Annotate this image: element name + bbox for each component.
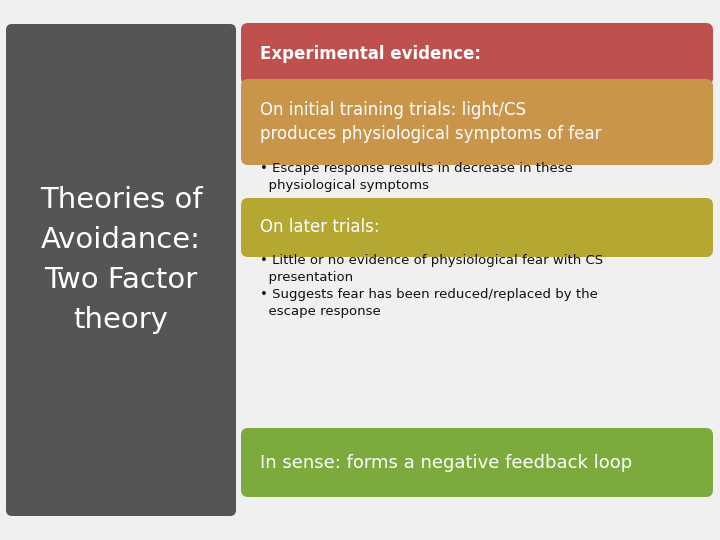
Text: • Escape response results in decrease in these
  physiological symptoms: • Escape response results in decrease in… xyxy=(260,162,573,192)
FancyBboxPatch shape xyxy=(241,428,713,497)
Text: On initial training trials: light/CS
produces physiological symptoms of fear: On initial training trials: light/CS pro… xyxy=(260,101,601,143)
Text: Theories of
Avoidance:
Two Factor
theory: Theories of Avoidance: Two Factor theory xyxy=(40,186,202,334)
Text: Experimental evidence:: Experimental evidence: xyxy=(260,45,481,63)
FancyBboxPatch shape xyxy=(241,79,713,165)
FancyBboxPatch shape xyxy=(241,198,713,257)
Text: • Little or no evidence of physiological fear with CS
  presentation
• Suggests : • Little or no evidence of physiological… xyxy=(260,254,603,318)
FancyBboxPatch shape xyxy=(6,24,236,516)
Text: In sense: forms a negative feedback loop: In sense: forms a negative feedback loop xyxy=(260,454,632,471)
Text: On later trials:: On later trials: xyxy=(260,219,379,237)
FancyBboxPatch shape xyxy=(241,23,713,85)
